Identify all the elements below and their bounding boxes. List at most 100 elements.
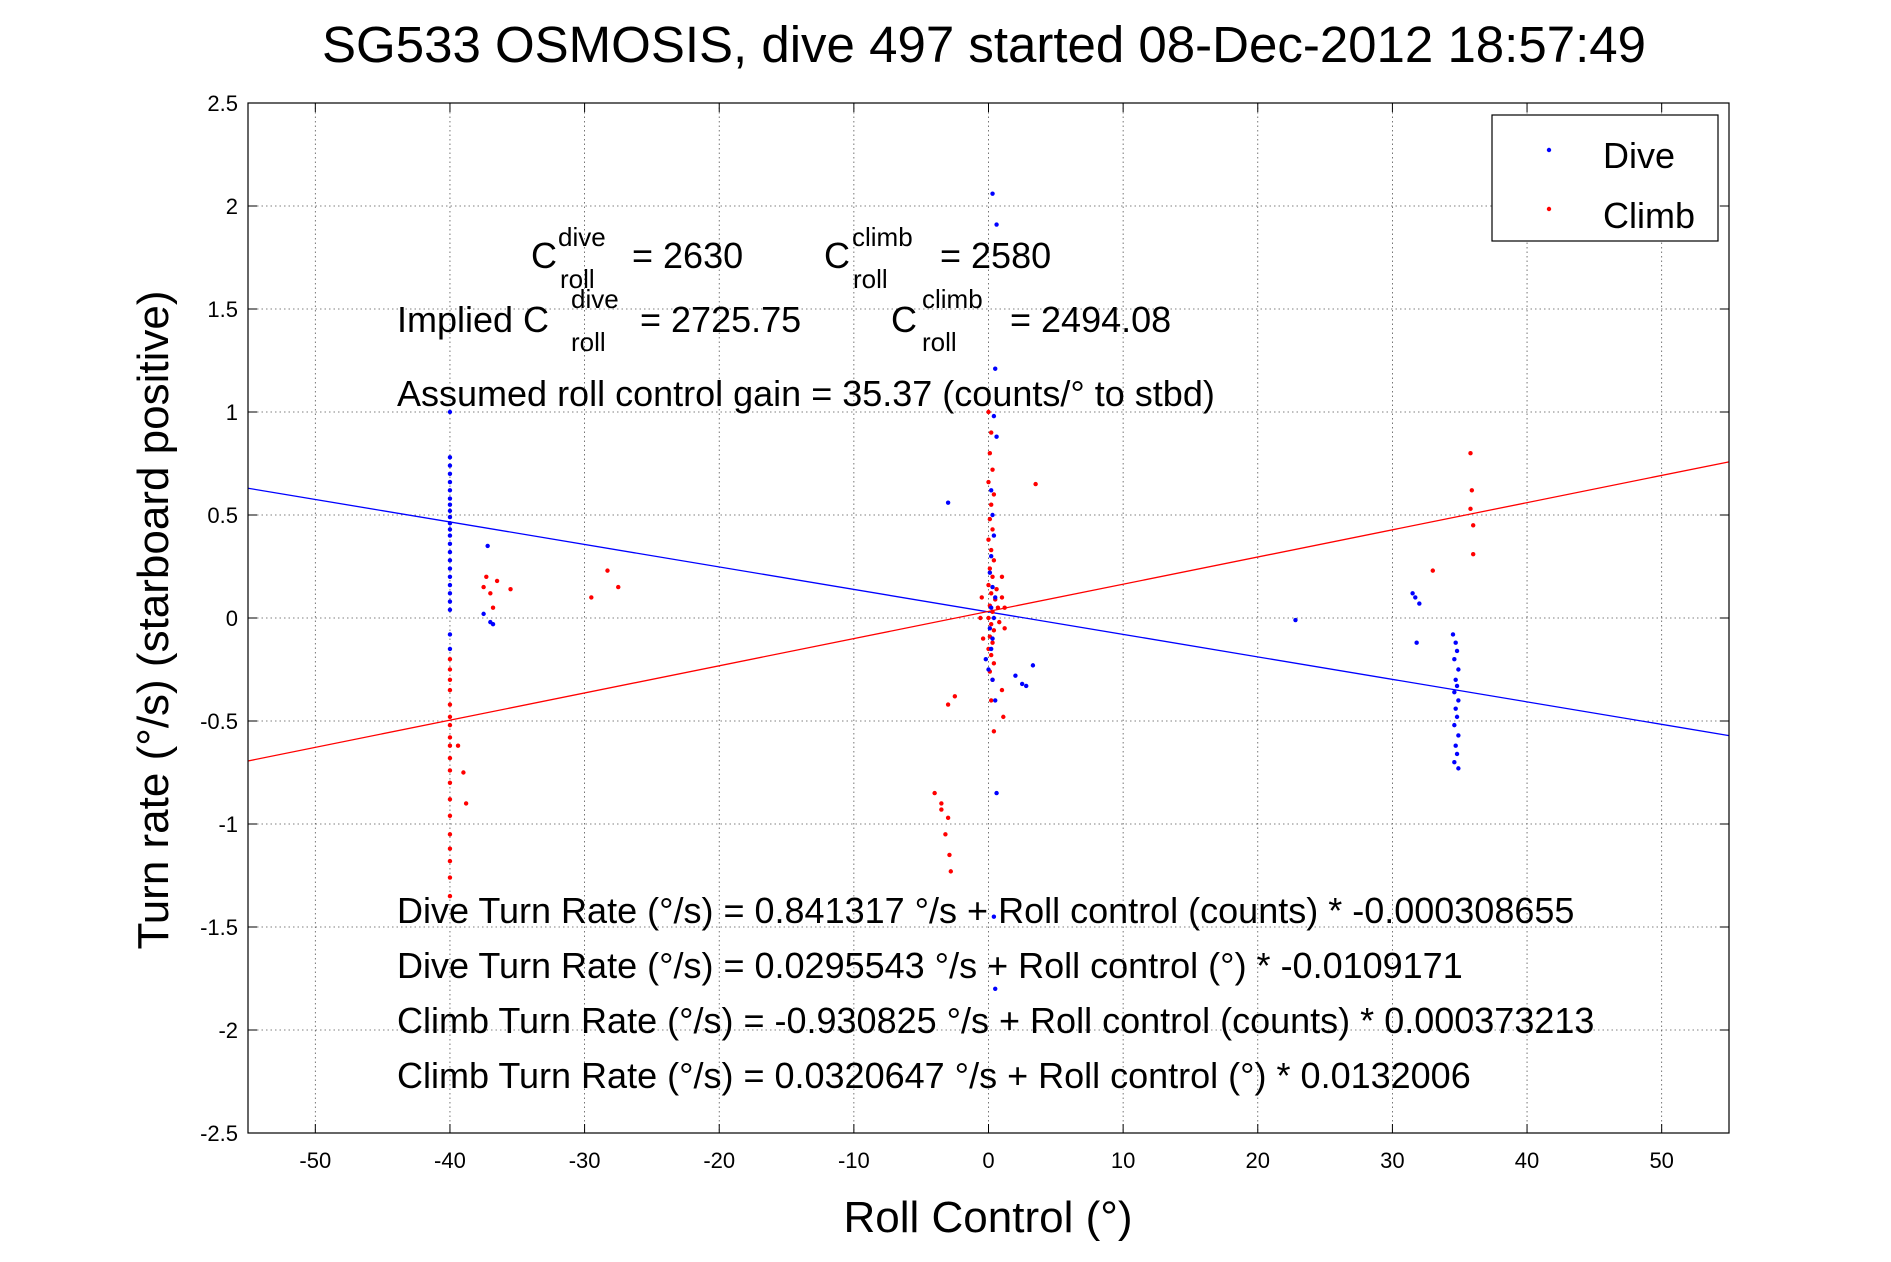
dive-point (988, 488, 994, 493)
dive-point (993, 366, 998, 371)
climb-point (1001, 714, 1006, 720)
dive-point (481, 611, 486, 617)
dive-point (945, 500, 951, 505)
dive-point (447, 549, 453, 555)
climb-point (952, 694, 958, 699)
dive-point (1452, 657, 1457, 662)
climb-point (980, 636, 986, 641)
x-tick-label: 30 (1380, 1148, 1404, 1173)
x-tick-label: 40 (1515, 1148, 1539, 1173)
climb-point (1469, 488, 1475, 493)
implied-dive-sup: dive (571, 284, 619, 314)
climb-point (988, 502, 994, 507)
y-tick-label: -1 (218, 812, 238, 837)
climb-point (488, 591, 493, 596)
implied-climb-sup: climb (922, 284, 983, 314)
implied-climb-letter: C (891, 299, 917, 340)
climb-point (986, 615, 991, 621)
dive-point (993, 595, 998, 600)
climb-point (447, 755, 453, 761)
dive-point (1013, 673, 1018, 678)
y-tick-label: 0.5 (207, 503, 238, 528)
dive-point (990, 584, 995, 590)
climb-point (988, 591, 994, 596)
data-points (447, 191, 1476, 991)
climb-point (447, 893, 453, 899)
climb-point (481, 584, 486, 590)
dive-point (1293, 617, 1298, 623)
y-tick-label: -2 (218, 1018, 238, 1043)
fit-equation-climb-degrees: Climb Turn Rate (°/s) = 0.0320647 °/s + … (397, 1055, 1471, 1096)
dive-point (447, 582, 453, 588)
dive-point (447, 541, 453, 547)
dive-point (447, 599, 453, 604)
climb-point (447, 735, 453, 740)
climb-point (490, 605, 496, 610)
dive-point (1452, 689, 1457, 695)
dive-point (447, 502, 453, 507)
legend-climb-label: Climb (1603, 195, 1695, 236)
dive-point (1453, 706, 1458, 711)
climb-point (1470, 523, 1476, 528)
climb-point (508, 586, 513, 592)
climb-point (494, 578, 500, 584)
climb-point (447, 780, 453, 785)
dive-point (447, 488, 453, 493)
climb-point (447, 875, 453, 880)
climb-point (948, 869, 954, 874)
dive-point (1453, 677, 1458, 682)
climb-point (991, 628, 997, 633)
dive-point (1452, 760, 1457, 765)
climb-point (987, 566, 993, 571)
c-roll-annotations: C dive roll = 2630 C climb roll = 2580 I… (397, 222, 1215, 414)
climb-point (589, 595, 594, 600)
climb-point (1033, 481, 1038, 487)
climb-point (447, 667, 453, 672)
dive-point (1019, 681, 1025, 687)
climb-point (943, 832, 948, 837)
dive-point (1450, 632, 1456, 637)
implied-dive-prefix: Implied C (397, 299, 549, 340)
climb-point (986, 409, 991, 415)
climb-point (447, 714, 453, 720)
dive-point (447, 527, 453, 532)
dive-point (447, 508, 453, 514)
y-tick-label: 1.5 (207, 297, 238, 322)
climb-point (447, 743, 453, 748)
dive-point (1410, 591, 1415, 596)
climb-point (616, 584, 621, 590)
climb-point (461, 770, 466, 775)
climb-point (447, 797, 453, 802)
dive-point (991, 413, 997, 419)
climb-point (447, 846, 453, 851)
implied-dive-sub: roll (571, 327, 606, 357)
c-roll-dive-letter: C (531, 235, 557, 276)
climb-point (979, 595, 984, 600)
legend-climb-marker (1546, 206, 1552, 212)
climb-fit-line (247, 461, 1730, 762)
legend-box (1491, 114, 1719, 242)
dive-point (447, 632, 453, 637)
dive-point (447, 558, 453, 563)
climb-point (988, 547, 994, 553)
climb-point (447, 657, 453, 662)
dive-point (1023, 683, 1029, 689)
implied-climb-value: = 2494.08 (1010, 299, 1171, 340)
dive-point (988, 605, 994, 610)
dive-point (447, 646, 453, 652)
x-axis-label: Roll Control (°) (844, 1193, 1133, 1242)
dive-point (1452, 722, 1457, 728)
fit-equation-dive-degrees: Dive Turn Rate (°/s) = 0.0295543 °/s + R… (397, 945, 1463, 986)
y-tick-label: 0 (226, 606, 238, 631)
x-tick-label: -40 (434, 1148, 466, 1173)
dive-point (1454, 751, 1460, 757)
dive-point (447, 566, 453, 571)
climb-point (991, 661, 997, 666)
climb-point (994, 586, 999, 592)
climb-point (990, 574, 995, 579)
dive-point (447, 471, 453, 476)
climb-point (988, 652, 994, 658)
dive-point (991, 914, 997, 919)
dive-point (1454, 683, 1460, 689)
x-axis-ticks: -50 -40 -30 -20 -10 0 10 20 30 40 50 (299, 103, 1674, 1173)
